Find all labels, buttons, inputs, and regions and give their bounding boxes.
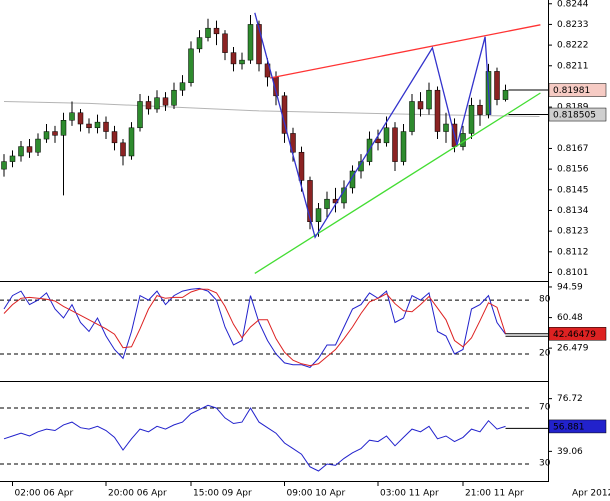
price-label: 0.81981 bbox=[553, 86, 590, 96]
candle-body bbox=[196, 37, 203, 50]
candle-body bbox=[324, 198, 330, 209]
candle-body bbox=[171, 89, 177, 106]
candle-body bbox=[383, 127, 390, 144]
candle-body bbox=[43, 131, 50, 140]
candle-body bbox=[77, 112, 84, 125]
moving-average bbox=[3, 101, 540, 117]
candle-body bbox=[315, 208, 322, 222]
candle-body bbox=[392, 127, 398, 162]
candle-body bbox=[188, 48, 194, 83]
candle-body bbox=[349, 170, 356, 189]
indicator-line bbox=[3, 288, 506, 367]
candle-body bbox=[69, 112, 75, 121]
candle-body bbox=[256, 24, 262, 65]
candle-body bbox=[298, 151, 305, 181]
indicator-line bbox=[3, 404, 506, 472]
candle-body bbox=[477, 104, 483, 115]
candle-body bbox=[494, 71, 500, 100]
y-tick-label: 26.479 bbox=[557, 344, 589, 354]
candle-body bbox=[290, 133, 296, 153]
candle-body bbox=[145, 101, 152, 110]
price-label-box bbox=[548, 107, 607, 122]
y-tick-label: 39.06 bbox=[557, 447, 583, 457]
y-tick-label: 0.8222 bbox=[557, 41, 589, 51]
candle-body bbox=[86, 123, 92, 129]
candle-body bbox=[205, 27, 211, 38]
indicator-line bbox=[3, 287, 506, 368]
candle-body bbox=[9, 155, 16, 162]
candle-body bbox=[179, 82, 186, 91]
candle-body bbox=[400, 131, 407, 162]
candle-body bbox=[35, 138, 41, 153]
candle-body bbox=[94, 121, 101, 129]
candle-body bbox=[426, 89, 432, 110]
y-tick-label: 0.8211 bbox=[557, 61, 589, 71]
y-tick-label: 0.8112 bbox=[557, 247, 589, 257]
x-tick-label: 21:00 11 Apr bbox=[465, 489, 524, 499]
candle-body bbox=[443, 123, 449, 132]
price-label-box bbox=[548, 83, 607, 97]
price-label: 0.818505 bbox=[553, 111, 596, 121]
candle-body bbox=[128, 127, 135, 157]
candle-body bbox=[1, 161, 7, 170]
level-label: 30 bbox=[539, 459, 551, 469]
y-tick-label: 94.59 bbox=[557, 282, 583, 292]
y-tick-label: 0.8134 bbox=[557, 206, 589, 216]
value-label: 56.881 bbox=[553, 422, 585, 432]
candle-body bbox=[247, 24, 254, 61]
level-label: 20 bbox=[539, 348, 551, 358]
trend-line bbox=[254, 12, 491, 239]
y-tick-label: 76.72 bbox=[557, 394, 583, 404]
candle-body bbox=[230, 52, 237, 65]
y-tick-label: 0.8145 bbox=[557, 185, 589, 195]
y-tick-label: 0.8189 bbox=[557, 103, 589, 113]
x-tick-label: 09:00 10 Apr bbox=[287, 489, 346, 499]
candle-body bbox=[417, 101, 424, 110]
candle-body bbox=[111, 131, 118, 144]
x-tick-label: 02:00 06 Apr bbox=[15, 489, 74, 499]
y-tick-label: 0.8123 bbox=[557, 227, 589, 237]
candle-body bbox=[60, 120, 67, 136]
candle-body bbox=[434, 89, 441, 132]
candle-body bbox=[502, 89, 509, 100]
value-label-box bbox=[548, 327, 607, 341]
level-label: 70 bbox=[539, 403, 551, 413]
x-tick-label: 15:00 09 Apr bbox=[193, 489, 252, 499]
y-tick-label: 0.8244 bbox=[557, 0, 589, 9]
candle-body bbox=[468, 104, 475, 134]
candle-body bbox=[239, 59, 245, 65]
value-label: 42.46479 bbox=[553, 330, 596, 340]
axis-note: Apr 2012 bbox=[572, 489, 610, 499]
candle-body bbox=[26, 146, 33, 153]
y-tick-label: 0.8233 bbox=[557, 20, 589, 30]
trend-line bbox=[254, 92, 541, 274]
candle-body bbox=[103, 121, 109, 132]
candle-body bbox=[52, 131, 58, 136]
candle-body bbox=[18, 146, 24, 157]
level-label: 80 bbox=[539, 295, 551, 305]
candle-body bbox=[222, 33, 228, 53]
candle-body bbox=[460, 133, 466, 147]
candle-body bbox=[120, 142, 126, 157]
y-tick-label: 60.48 bbox=[557, 313, 583, 323]
x-tick-label: 20:00 06 Apr bbox=[108, 489, 167, 499]
y-tick-label: 0.8156 bbox=[557, 165, 589, 175]
trend-line bbox=[269, 24, 541, 79]
candle-body bbox=[409, 101, 415, 132]
candle-body bbox=[213, 27, 220, 35]
value-label-box bbox=[548, 419, 607, 434]
x-tick-label: 03:00 11 Apr bbox=[380, 489, 439, 499]
candle-body bbox=[137, 101, 143, 129]
candle-body bbox=[162, 97, 169, 106]
candle-body bbox=[307, 180, 313, 222]
y-tick-label: 0.8101 bbox=[557, 268, 589, 278]
candle-body bbox=[154, 97, 160, 110]
y-tick-label: 0.8167 bbox=[557, 144, 589, 154]
